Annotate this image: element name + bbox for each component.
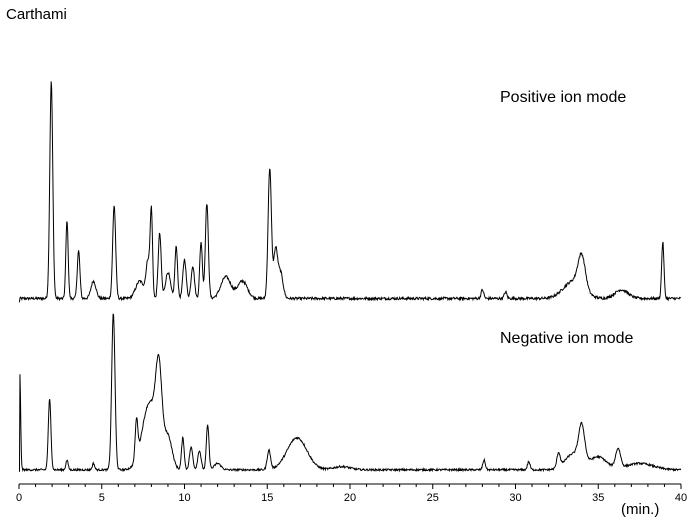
x-tick-label: 35 — [592, 492, 604, 504]
trace-negative-ion-mode — [18, 313, 682, 473]
x-tick-label: 40 — [675, 492, 687, 504]
series-label-negative: Negative ion mode — [500, 330, 634, 347]
annotations-group: Positive ion mode Negative ion mode — [500, 89, 634, 347]
x-tick-label: 15 — [261, 492, 273, 504]
x-tick-label: 0 — [16, 492, 22, 504]
trace-positive-ion-mode — [18, 81, 682, 303]
x-tick-label: 25 — [427, 492, 439, 504]
x-tick-label: 30 — [509, 492, 521, 504]
x-axis-label: (min.) — [621, 501, 659, 518]
chart-title: Carthami — [6, 6, 67, 23]
x-tick-label: 10 — [178, 492, 190, 504]
x-axis: 0 5 10 15 20 25 30 35 40 (min.) — [16, 483, 687, 518]
x-tick-label: 5 — [99, 492, 105, 504]
x-tick-label: 20 — [344, 492, 356, 504]
series-label-positive: Positive ion mode — [500, 89, 626, 106]
traces-group — [18, 81, 682, 473]
